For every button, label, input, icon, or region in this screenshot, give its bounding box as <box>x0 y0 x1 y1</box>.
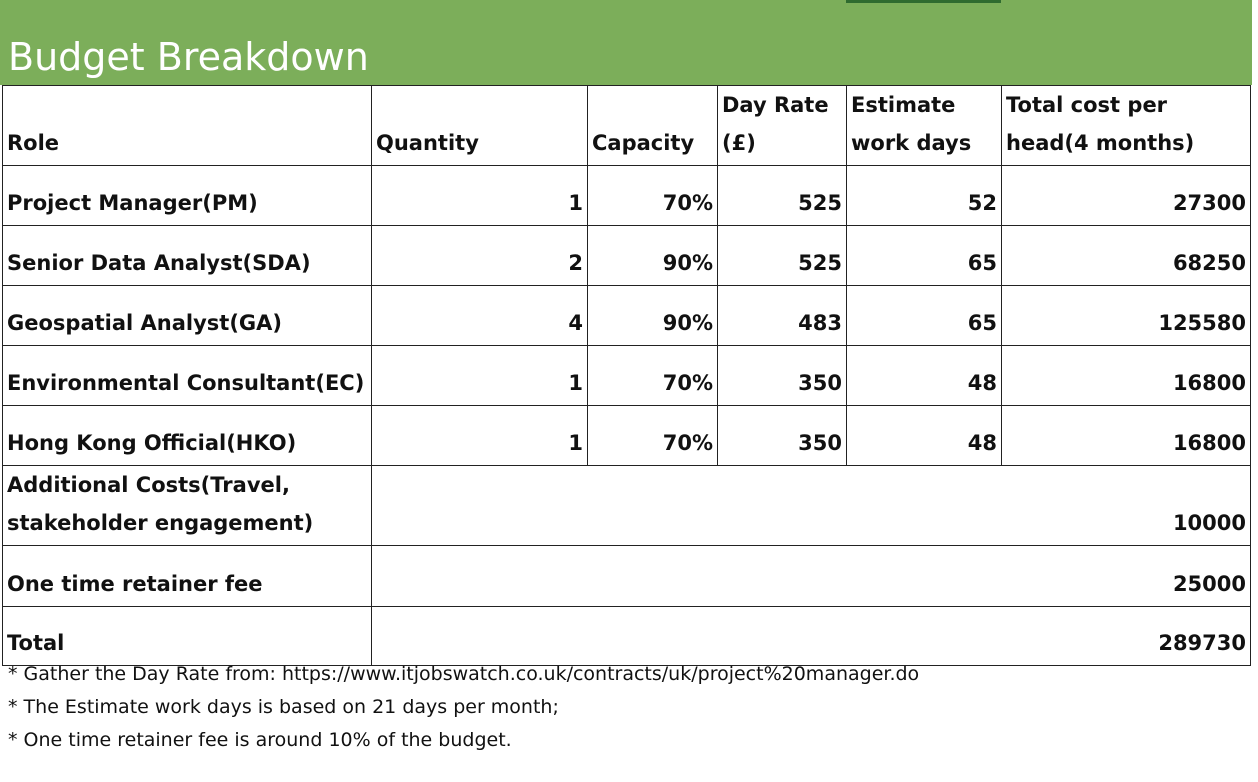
summary-label: Total <box>2 606 372 666</box>
summary-row: Total 289730 <box>2 606 1251 666</box>
summary-label: One time retainer fee <box>2 545 372 607</box>
cell-line: work days <box>851 131 972 155</box>
number-cell: 70% <box>587 165 718 226</box>
cell-line: Quantity <box>376 131 479 155</box>
summary-value: 25000 <box>371 545 1251 607</box>
header-cell: Day Rate (£) <box>717 85 847 166</box>
cell-line: stakeholder engagement) <box>7 511 314 535</box>
number-cell: 350 <box>717 345 847 406</box>
summary-row: One time retainer fee 25000 <box>2 545 1251 607</box>
number-cell: 27300 <box>1001 165 1251 226</box>
number-cell: 525 <box>717 165 847 226</box>
data-row: Project Manager(PM) 1 70% 525 52 27300 <box>2 165 1251 226</box>
cell-line: One time retainer fee <box>7 572 263 596</box>
number-cell: 48 <box>846 345 1002 406</box>
number-cell: 70% <box>587 345 718 406</box>
number-cell: 70% <box>587 405 718 466</box>
summary-value: 10000 <box>371 465 1251 546</box>
number-cell: 48 <box>846 405 1002 466</box>
budget-table: Role Quantity Capacity Day Rate (£) Estimate w… <box>2 85 1251 666</box>
note: * Gather the Day Rate from: https://www.… <box>8 663 920 685</box>
header-cell: Role <box>2 85 372 166</box>
data-row: Environmental Consultant(EC) 1 70% 350 48 168… <box>2 345 1251 406</box>
number-cell: 1 <box>371 345 588 406</box>
data-row: Hong Kong Official(HKO) 1 70% 350 48 16800 <box>2 405 1251 466</box>
number-cell: 2 <box>371 225 588 286</box>
number-cell: 483 <box>717 285 847 346</box>
role-cell: Senior Data Analyst(SDA) <box>2 225 372 286</box>
header-row: Role Quantity Capacity Day Rate (£) Estimate w… <box>2 85 1251 166</box>
number-cell: 65 <box>846 225 1002 286</box>
header-cell: Total cost per head(4 months) <box>1001 85 1251 166</box>
number-cell: 68250 <box>1001 225 1251 286</box>
cell-line: Day Rate <box>722 93 829 117</box>
number-cell: 350 <box>717 405 847 466</box>
data-row: Geospatial Analyst(GA) 4 90% 483 65 125580 <box>2 285 1251 346</box>
role-cell: Project Manager(PM) <box>2 165 372 226</box>
number-cell: 90% <box>587 285 718 346</box>
cell-line: Total cost per <box>1006 93 1168 117</box>
role-cell: Hong Kong Official(HKO) <box>2 405 372 466</box>
notes: * Gather the Day Rate from: https://www.… <box>8 658 919 757</box>
cell-line: (£) <box>722 131 756 155</box>
note: * One time retainer fee is around 10% of… <box>8 729 512 751</box>
cell-line: Capacity <box>592 131 695 155</box>
note: * The Estimate work days is based on 21 … <box>8 696 559 718</box>
title-band <box>0 0 1252 85</box>
summary-value: 289730 <box>371 606 1251 666</box>
cell-line: Role <box>7 131 60 155</box>
number-cell: 525 <box>717 225 847 286</box>
cell-line: Estimate <box>851 93 956 117</box>
number-cell: 65 <box>846 285 1002 346</box>
data-row: Senior Data Analyst(SDA) 2 90% 525 65 68250 <box>2 225 1251 286</box>
number-cell: 52 <box>846 165 1002 226</box>
cell-line: Total <box>7 631 65 655</box>
header-cell: Capacity <box>587 85 718 166</box>
number-cell: 1 <box>371 405 588 466</box>
number-cell: 16800 <box>1001 405 1251 466</box>
role-cell: Geospatial Analyst(GA) <box>2 285 372 346</box>
number-cell: 125580 <box>1001 285 1251 346</box>
role-cell: Environmental Consultant(EC) <box>2 345 372 406</box>
header-cell: Estimate work days <box>846 85 1002 166</box>
cell-line: Additional Costs(Travel, <box>7 473 290 497</box>
header-cell: Quantity <box>371 85 588 166</box>
summary-label: Additional Costs(Travel, stakeholder enga… <box>2 465 372 546</box>
cell-line: head(4 months) <box>1006 131 1195 155</box>
number-cell: 90% <box>587 225 718 286</box>
number-cell: 1 <box>371 165 588 226</box>
summary-row: Additional Costs(Travel, stakeholder enga… <box>2 465 1251 546</box>
number-cell: 16800 <box>1001 345 1251 406</box>
sheet-title: Budget Breakdown <box>8 35 369 79</box>
number-cell: 4 <box>371 285 588 346</box>
selection-marker <box>846 0 1001 3</box>
